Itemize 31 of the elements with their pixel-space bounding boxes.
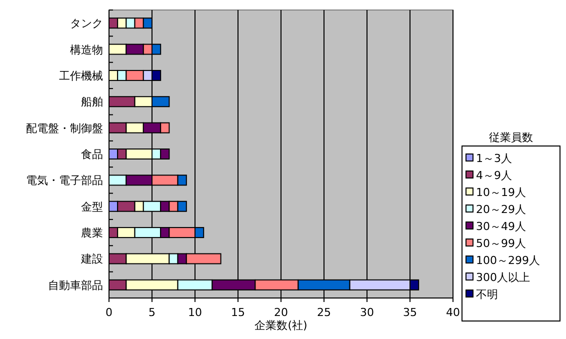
legend-label: 300人以上 [476, 271, 530, 284]
y-tick-label: 自動車部品 [48, 278, 103, 292]
y-tick-label: 金型 [81, 200, 103, 214]
legend-label: 100～299人 [476, 254, 540, 267]
y-tick-label: 建設 [80, 252, 103, 266]
legend-label: 30～49人 [476, 220, 526, 233]
legend-label: 50～99人 [476, 237, 526, 250]
x-tick-label: 35 [403, 306, 417, 319]
x-tick-label: 30 [360, 306, 374, 319]
y-tick-label: 食品 [81, 148, 103, 161]
y-tick-label: 船舶 [81, 96, 103, 109]
x-tick-label: 0 [106, 306, 112, 319]
y-tick-label: タンク [70, 17, 103, 30]
x-tick-label: 20 [274, 306, 288, 319]
legend-label: 4～9人 [476, 169, 512, 182]
x-axis-title: 企業数(社) [254, 319, 308, 332]
y-tick-label: 農業 [81, 226, 103, 240]
y-tick-label: 配電盤・制御盤 [26, 122, 103, 135]
x-tick-label: 15 [231, 306, 245, 319]
legend-title: 従業員数 [489, 131, 533, 144]
y-tick-label: 電気・電子部品 [26, 174, 103, 188]
x-tick-label: 40 [446, 306, 460, 319]
x-tick-label: 10 [188, 306, 202, 319]
x-tick-label: 5 [148, 306, 156, 319]
legend-label: 1～3人 [476, 152, 512, 165]
legend-label: 不明 [476, 288, 498, 301]
y-tick-label: 工作機械 [59, 69, 103, 82]
x-tick-label: 25 [317, 306, 331, 319]
y-tick-label: 構造物 [70, 43, 103, 56]
legend-label: 20～29人 [476, 203, 526, 216]
legend-label: 10～19人 [476, 186, 526, 199]
